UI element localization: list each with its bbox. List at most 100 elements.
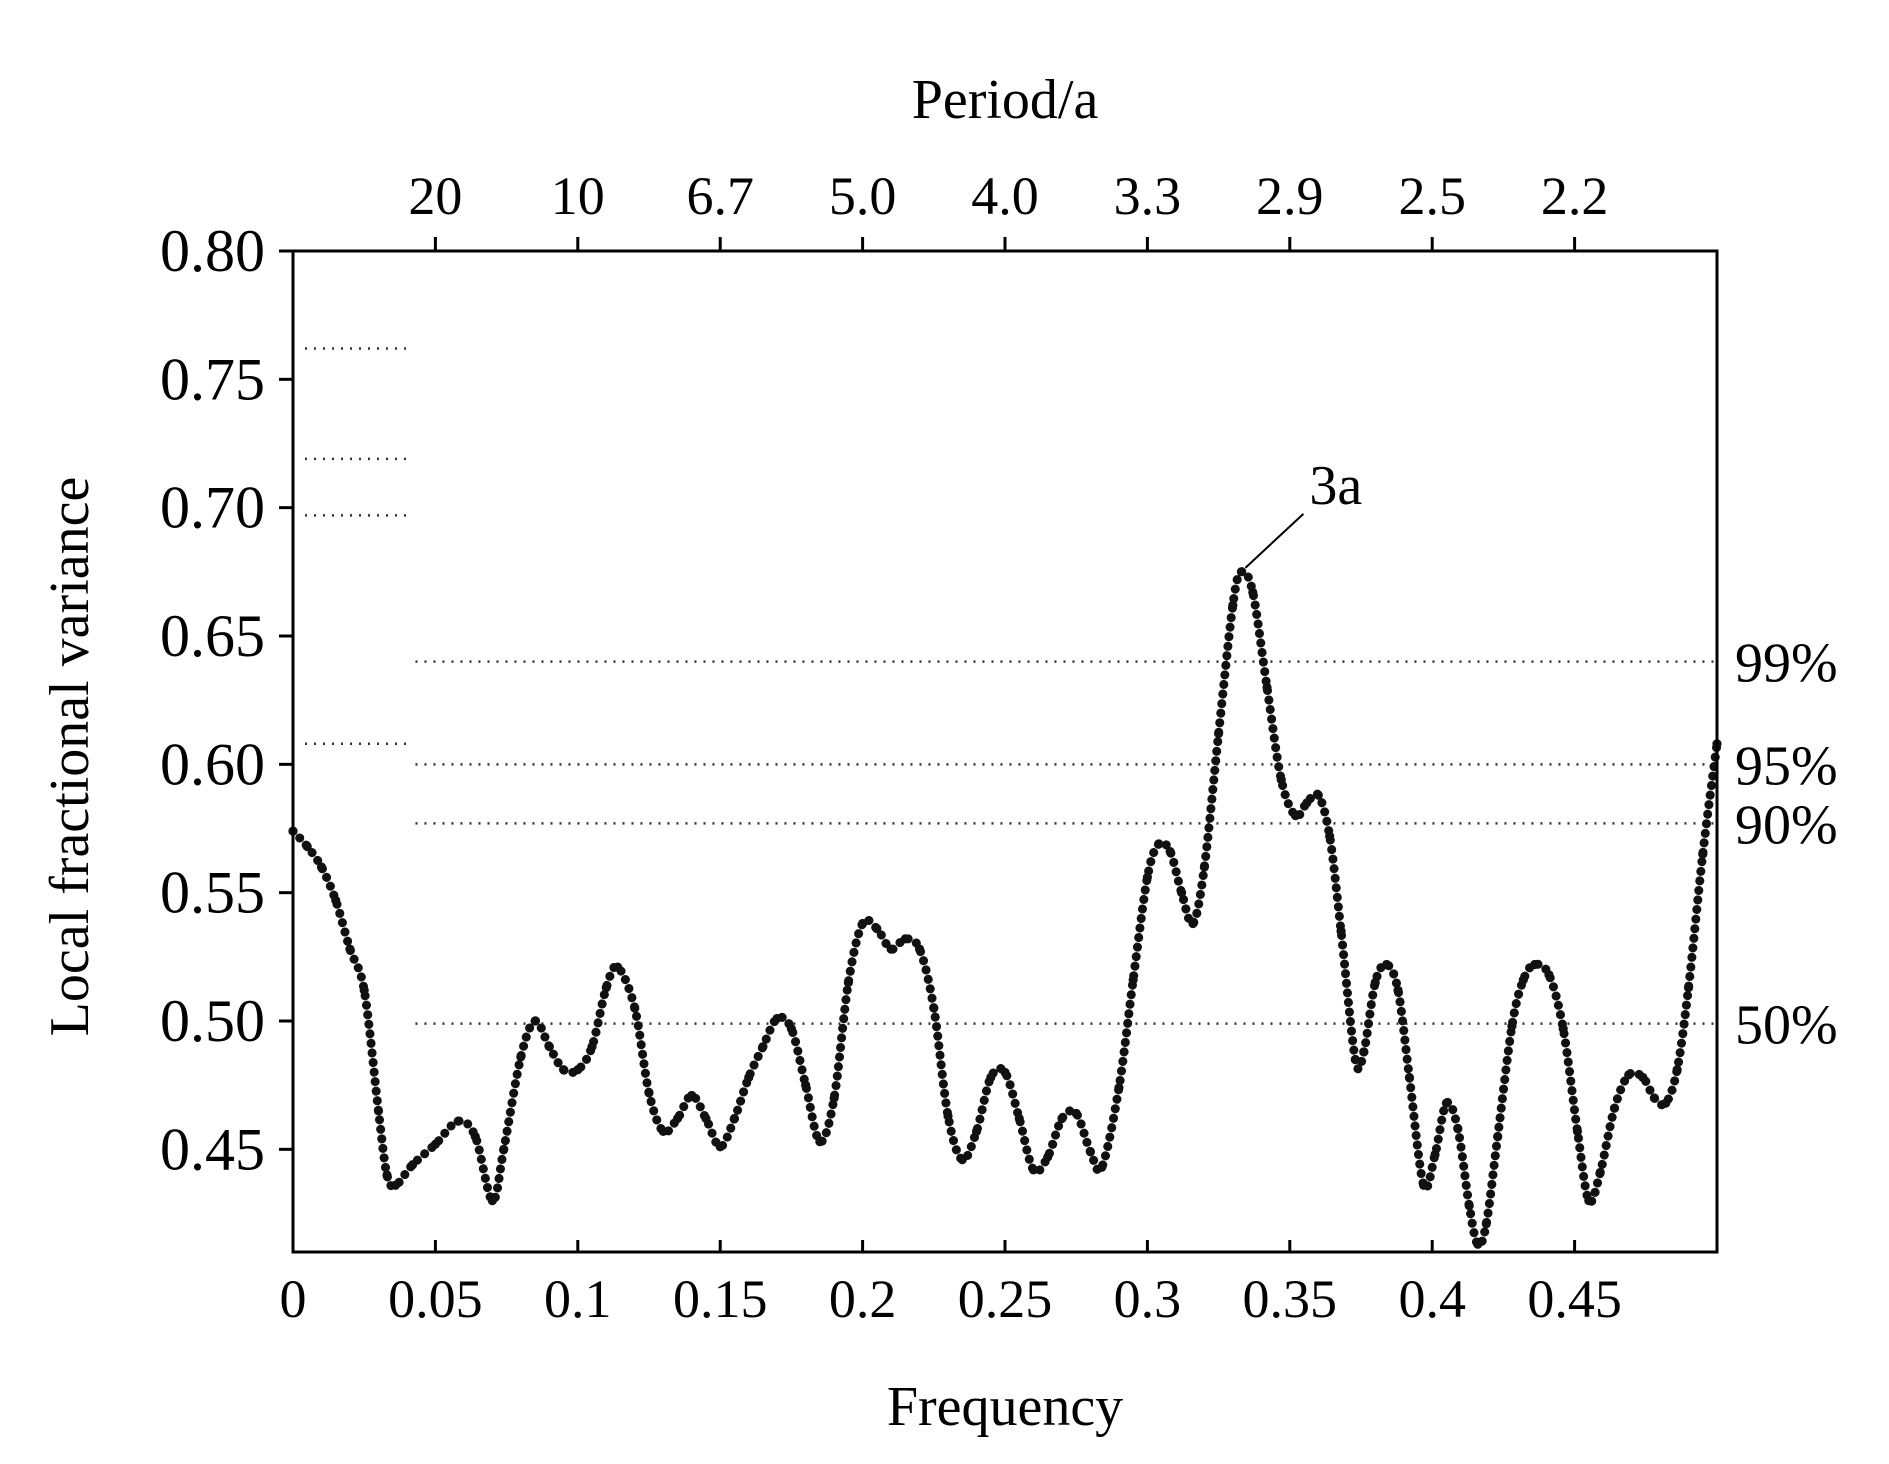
data-point <box>1370 977 1380 988</box>
data-point <box>601 983 611 993</box>
y-axis-ticks: 0.45 0.50 0.55 0.60 0.65 0.70 0.75 0.80 <box>160 218 293 1182</box>
data-point <box>744 1072 754 1083</box>
data-point <box>1661 1098 1671 1108</box>
data-point <box>1097 1162 1107 1172</box>
data-point <box>499 1144 509 1154</box>
data-point <box>373 1106 384 1116</box>
data-point <box>1481 1219 1491 1229</box>
data-point <box>1544 970 1554 980</box>
data-point <box>630 1003 640 1013</box>
confidence-label: 50% <box>1735 995 1838 1057</box>
data-point <box>516 1052 526 1062</box>
data-point <box>672 1113 683 1124</box>
data-point <box>1638 1072 1648 1083</box>
top-axis-ticks: 20 10 6.7 5.0 4.0 3.3 2.9 2.5 2.2 <box>408 166 1608 251</box>
confidence-label: 90% <box>1735 794 1838 856</box>
data-point <box>430 1139 440 1149</box>
y-tick-label: 0.45 <box>160 1116 265 1182</box>
data-point <box>786 1024 797 1034</box>
top-tick-label: 4.0 <box>971 166 1039 226</box>
data-point <box>1430 1149 1440 1160</box>
data-point <box>1188 918 1198 929</box>
data-point <box>971 1126 982 1136</box>
data-point <box>1142 872 1152 882</box>
plot-frame <box>291 249 1719 1254</box>
data-point <box>829 1093 839 1103</box>
x-tick-label: 0.4 <box>1398 1269 1466 1329</box>
top-tick-label: 10 <box>551 166 605 226</box>
data-point <box>1043 1152 1053 1162</box>
data-point <box>453 1116 463 1126</box>
data-point <box>801 1080 811 1090</box>
data-point <box>1176 888 1187 898</box>
x-tick-label: 0 <box>280 1269 307 1329</box>
data-point <box>1014 1113 1024 1124</box>
data-point <box>644 1088 654 1098</box>
data-point <box>345 944 355 954</box>
data-point <box>1359 1047 1369 1057</box>
data-point <box>487 1196 497 1206</box>
annotations: 3a <box>1244 455 1362 569</box>
data-point <box>382 1170 392 1180</box>
confidence-label: 95% <box>1735 735 1838 797</box>
data-point <box>302 841 312 852</box>
data-point <box>613 962 623 972</box>
data-point <box>587 1042 597 1052</box>
data-point <box>900 934 910 944</box>
data-point <box>1558 1024 1568 1034</box>
data-point <box>316 862 327 872</box>
data-point <box>1336 926 1346 936</box>
data-point <box>758 1042 768 1052</box>
data-point <box>1453 1124 1463 1134</box>
x-tick-label: 0.45 <box>1527 1269 1622 1329</box>
x-tick-label: 0.25 <box>958 1269 1053 1329</box>
data-point <box>986 1072 996 1083</box>
data-point <box>408 1160 418 1170</box>
top-tick-label: 2.5 <box>1398 166 1466 226</box>
data-point <box>1649 1093 1659 1103</box>
data-point <box>1698 849 1708 859</box>
x-tick-label: 0.05 <box>388 1269 483 1329</box>
y-tick-label: 0.60 <box>160 731 265 797</box>
axes: 0 0.05 0.1 0.15 0.2 0.25 0.3 0.35 0.4 0.45 0.450.… <box>160 166 1719 1329</box>
top-tick-label: 5.0 <box>829 166 897 226</box>
data-point <box>815 1137 825 1147</box>
data-point <box>331 895 341 905</box>
data-point <box>1672 1065 1682 1075</box>
data-point <box>1085 1147 1096 1157</box>
top-tick-label: 2.2 <box>1541 166 1609 226</box>
data-point <box>1382 959 1392 970</box>
x-axis-label: Frequency <box>887 1376 1123 1438</box>
data-point <box>1214 728 1224 739</box>
data-point <box>1419 1180 1429 1190</box>
data-point <box>658 1126 668 1136</box>
data-point <box>1000 1067 1010 1077</box>
data-point <box>1236 567 1246 577</box>
y-tick-label: 0.75 <box>160 346 265 412</box>
annotation-label: 3a <box>1309 455 1362 517</box>
data-point <box>558 1065 569 1075</box>
data-point <box>1028 1165 1039 1175</box>
series-layer <box>288 566 1722 1250</box>
data-point <box>858 918 868 929</box>
data-point <box>1325 831 1335 841</box>
data-point <box>729 1113 740 1124</box>
top-tick-label: 20 <box>408 166 462 226</box>
x-tick-label: 0.1 <box>544 1269 612 1329</box>
data-point <box>772 1013 782 1024</box>
data-point <box>1584 1196 1594 1206</box>
annotation-leader <box>1244 513 1305 569</box>
data-point <box>1071 1108 1081 1118</box>
data-point <box>1507 1021 1517 1031</box>
data-point <box>1165 847 1175 857</box>
x-axis-ticks: 0 0.05 0.1 0.15 0.2 0.25 0.3 0.35 0.4 0.45 <box>280 1240 1622 1329</box>
confidence-levels: 99% 95%90% 50% <box>305 347 1838 1057</box>
data-point <box>957 1155 967 1165</box>
data-point <box>1404 1072 1415 1083</box>
top-tick-label: 6.7 <box>686 166 754 226</box>
y-tick-label: 0.80 <box>160 218 265 284</box>
data-point <box>886 944 896 954</box>
y-tick-label: 0.70 <box>160 475 265 541</box>
